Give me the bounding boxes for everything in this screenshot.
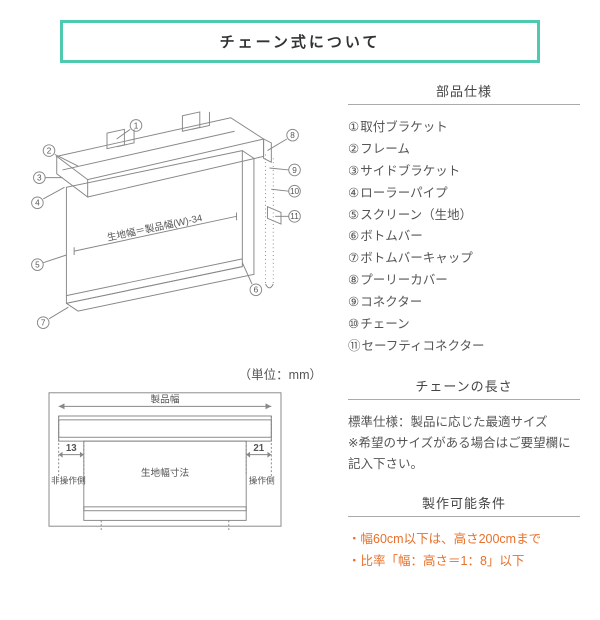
parts-list: ①取付ブラケット②フレーム③サイドブラケット④ローラーパイプ⑤スクリーン（生地）… (348, 117, 580, 358)
svg-text:6: 6 (254, 286, 259, 295)
parts-item: ⑩チェーン (348, 314, 580, 336)
parts-item: ③サイドブラケット (348, 161, 580, 183)
parts-item: ⑤スクリーン（生地） (348, 205, 580, 227)
svg-text:11: 11 (290, 212, 299, 221)
condition-item: ・幅60cm以下は、高さ200cmまで (348, 529, 580, 551)
parts-item: ⑨コネクター (348, 292, 580, 314)
unit-caption: （単位：mm） (20, 364, 340, 383)
title-box: チェーン式について (60, 20, 540, 63)
condition-item: ・比率「幅：高さ＝1：8」以下 (348, 551, 580, 573)
svg-text:1: 1 (134, 121, 139, 130)
main-diagram: 生地幅＝製品幅(W)-34 1 2 3 4 5 6 7 8 9 10 11 (20, 81, 310, 352)
chain-length-heading: チェーンの長さ (348, 376, 580, 400)
callout-8: 8 (267, 129, 298, 150)
callout-1: 1 (117, 120, 142, 139)
callout-11: 11 (275, 211, 300, 223)
callout-7: 7 (37, 307, 68, 328)
left-column: 生地幅＝製品幅(W)-34 1 2 3 4 5 6 7 8 9 10 11 （単… (20, 81, 340, 573)
cross-section-diagram: 製品幅 13 21 生地幅寸法 非操作側 操作側 (20, 387, 310, 537)
conditions-heading: 製作可能条件 (348, 493, 580, 517)
parts-item: ⑦ボトムバーキャップ (348, 248, 580, 270)
chain-length-text: 標準仕様：製品に応じた最適サイズ※希望のサイズがある場合はご要望欄に記入下さい。 (348, 412, 580, 476)
svg-text:製品幅: 製品幅 (151, 393, 180, 405)
content-area: 生地幅＝製品幅(W)-34 1 2 3 4 5 6 7 8 9 10 11 （単… (0, 81, 600, 573)
svg-text:8: 8 (290, 131, 295, 140)
parts-item: ②フレーム (348, 139, 580, 161)
callout-4: 4 (32, 187, 65, 208)
svg-text:7: 7 (41, 319, 46, 328)
svg-text:操作側: 操作側 (249, 474, 275, 485)
right-column: 部品仕様 ①取付ブラケット②フレーム③サイドブラケット④ローラーパイプ⑤スクリー… (340, 81, 580, 573)
callout-10: 10 (271, 185, 300, 197)
svg-text:非操作側: 非操作側 (51, 474, 86, 485)
svg-text:2: 2 (47, 146, 52, 155)
svg-text:9: 9 (292, 166, 297, 175)
svg-text:5: 5 (35, 261, 40, 270)
svg-text:10: 10 (290, 187, 300, 196)
parts-spec-heading: 部品仕様 (348, 81, 580, 105)
callout-9: 9 (269, 164, 300, 176)
parts-item: ⑥ボトムバー (348, 226, 580, 248)
callout-6: 6 (242, 263, 261, 296)
parts-item: ④ローラーパイプ (348, 183, 580, 205)
svg-text:21: 21 (253, 442, 264, 453)
callout-3: 3 (34, 172, 63, 184)
fabric-width-label: 生地幅＝製品幅(W)-34 (106, 212, 204, 244)
svg-text:3: 3 (37, 174, 42, 183)
page-title: チェーン式について (220, 34, 381, 51)
callout-5: 5 (32, 255, 67, 270)
parts-item: ①取付ブラケット (348, 117, 580, 139)
svg-text:4: 4 (35, 199, 40, 208)
svg-text:13: 13 (66, 442, 77, 453)
svg-text:生地幅寸法: 生地幅寸法 (141, 467, 190, 479)
parts-item: ⑧プーリーカバー (348, 270, 580, 292)
conditions-list: ・幅60cm以下は、高さ200cmまで・比率「幅：高さ＝1：8」以下 (348, 529, 580, 573)
parts-item: ⑪セーフティコネクター (348, 336, 580, 358)
